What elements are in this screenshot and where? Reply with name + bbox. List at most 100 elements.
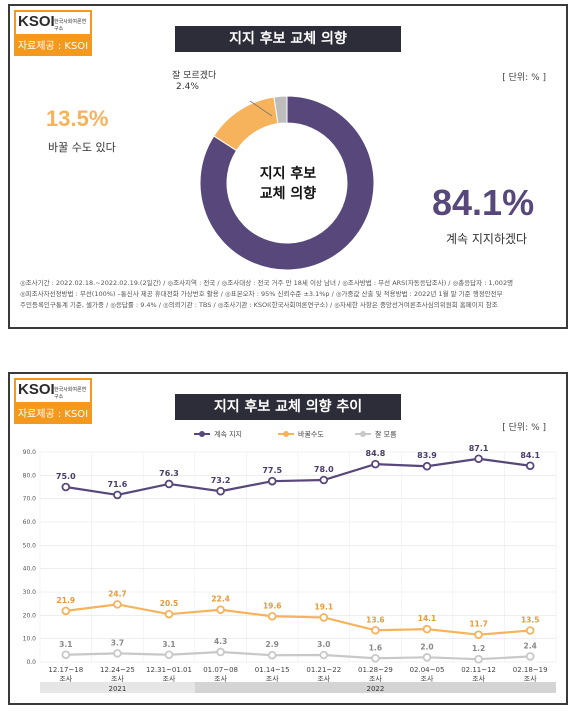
series-point (525, 461, 535, 471)
y-tick-label: 60.0 (23, 519, 37, 526)
donut-slice-1 (213, 96, 279, 152)
data-label: 20.5 (160, 599, 179, 608)
y-tick-label: 10.0 (23, 636, 37, 643)
x-tick-label: 조사 (111, 674, 124, 683)
x-tick-label: 12.31~01.01 (146, 666, 192, 674)
change-value: 13.5% (46, 106, 109, 131)
year-band-2022 (194, 682, 557, 693)
note-line-2: ◎피조사자선정방법 : 무선(100%) –통신사 제공 휴대전화 가상번호 활… (20, 290, 503, 298)
data-label: 24.7 (108, 589, 127, 598)
data-label: 78.0 (314, 465, 334, 474)
data-label: 14.1 (418, 614, 437, 623)
series-line-2 (65, 650, 531, 661)
y-tick-label: 50.0 (23, 542, 37, 549)
donut-chart (199, 95, 375, 271)
data-label: 76.3 (159, 469, 179, 478)
donut-center-label: 지지 후보 교체 의향 (236, 164, 340, 204)
logo-subtitle-2: 한국사회여론연구소 (54, 387, 87, 400)
year-band-2021 (40, 682, 195, 693)
series-point (216, 486, 225, 496)
donut-panel: KSOI 한국사회여론연구소 자료제공 : KSOI 지지 후보 교체 의향 [… (8, 4, 568, 329)
data-label: 77.5 (262, 466, 282, 475)
ksoi-logo: KSOI 한국사회여론연구소 자료제공 : KSOI (14, 10, 92, 56)
y-tick-label: 90.0 (23, 449, 37, 456)
legend-marker (283, 431, 289, 437)
x-tick-label: 조사 (317, 674, 330, 683)
series-point (474, 454, 483, 464)
data-label: 13.6 (366, 615, 385, 624)
series-point (61, 482, 71, 492)
x-tick-label: 조사 (369, 674, 382, 683)
x-tick-label: 조사 (266, 674, 279, 683)
survey-note: ◎조사기간 : 2022.02.18.~2022.02.19.(2일간) / ◎… (20, 278, 558, 311)
series-point (61, 606, 71, 616)
data-label: 19.6 (263, 601, 282, 610)
change-label: 바꿀 수도 있다 (48, 141, 116, 154)
series-point (525, 652, 535, 661)
logo-credit-2: 자료제공 : KSOI (17, 409, 89, 420)
unsure-label: 잘 모르겠다 (172, 71, 217, 81)
x-tick-label: 조사 (524, 674, 537, 683)
x-tick-label: 01.07~08 (203, 666, 238, 674)
legend-marker (199, 431, 205, 437)
note-line-3: 주민등록인구통계 기준, 셀가중 / ◎응답률 : 9.4% / ◎의뢰기관 :… (20, 301, 498, 309)
center-label-line1: 지지 후보 (259, 166, 317, 182)
series-point (113, 600, 122, 609)
trend-panel: KSOI 한국사회여론연구소 자료제공 : KSOI 지지 후보 교체 의향 추… (8, 372, 568, 705)
year-label-2021: 2021 (108, 685, 126, 693)
series-point (371, 459, 380, 469)
data-label: 2.9 (266, 640, 279, 649)
data-label: 87.1 (469, 444, 489, 453)
x-tick-label: 조사 (163, 674, 176, 683)
x-tick-label: 조사 (214, 674, 227, 683)
data-label: 73.2 (211, 476, 231, 485)
note-line-1: ◎조사기간 : 2022.02.18.~2022.02.19.(2일간) / ◎… (20, 279, 514, 287)
y-tick-label: 20.0 (23, 612, 37, 619)
data-label: 1.2 (472, 644, 485, 653)
series-point (164, 650, 174, 660)
unsure-leader-line (249, 100, 273, 117)
series-point (113, 490, 122, 500)
data-label: 3.0 (317, 640, 330, 649)
data-label: 22.4 (211, 595, 230, 604)
series-point (371, 653, 380, 663)
x-tick-label: 조사 (421, 674, 434, 683)
keep-label: 계속 지지하겠다 (446, 232, 528, 246)
series-point (164, 479, 174, 489)
series-point (525, 626, 535, 635)
legend-marker (360, 431, 366, 437)
panel2-title: 지지 후보 교체 의향 추이 (175, 394, 401, 420)
donut-slice-0 (199, 95, 375, 271)
legend-label: 잘 모름 (375, 431, 397, 439)
x-tick-label: 02.18~19 (513, 666, 548, 674)
keep-value: 84.1% (432, 182, 535, 223)
y-tick-label: 70.0 (23, 496, 37, 503)
series-point (319, 613, 329, 622)
logo-brand: KSOI (18, 13, 55, 30)
x-tick-label: 12.17~18 (48, 666, 83, 674)
data-label: 84.8 (366, 449, 386, 458)
series-point (422, 624, 432, 634)
data-label: 1.6 (369, 643, 382, 652)
panel1-title: 지지 후보 교체 의향 (175, 26, 401, 52)
series-point (113, 649, 122, 658)
data-label: 21.9 (57, 596, 76, 605)
series-point (61, 650, 71, 660)
series-point (267, 650, 277, 660)
x-tick-label: 01.28~29 (358, 666, 393, 674)
data-label: 13.5 (521, 616, 540, 625)
series-point (474, 654, 483, 664)
donut-slice-2 (273, 95, 288, 125)
x-tick-label: 02.11~12 (461, 666, 496, 674)
series-point (371, 625, 380, 635)
series-point (422, 653, 432, 662)
y-tick-label: 30.0 (23, 589, 37, 596)
data-label: 3.7 (111, 638, 124, 647)
series-point (164, 609, 174, 619)
y-tick-label: 40.0 (23, 566, 37, 573)
series-point (267, 611, 277, 621)
series-point (474, 630, 483, 640)
x-tick-label: 01.14~15 (255, 666, 290, 674)
series-point (319, 475, 329, 485)
center-label-line2: 교체 의향 (259, 186, 317, 202)
